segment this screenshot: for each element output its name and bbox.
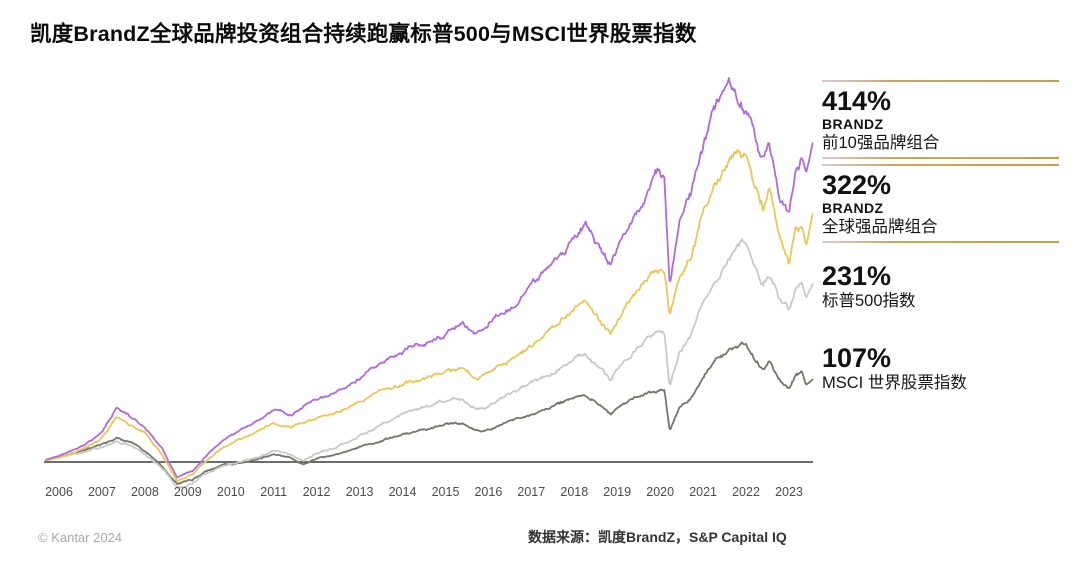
legend-item-0: 414% BRANDZ 前10强品牌组合: [822, 80, 1059, 159]
legend-series-brand: BRANDZ: [822, 116, 884, 132]
legend-series-brand: BRANDZ: [822, 200, 884, 216]
line-series-3: [45, 341, 814, 485]
x-tick-label: 2020: [646, 485, 674, 499]
x-tick-label: 2010: [217, 485, 245, 499]
gold-rule: [822, 164, 1059, 166]
x-tick-label: 2016: [474, 485, 502, 499]
legend: 414% BRANDZ 前10强品牌组合 322% BRANDZ 全球强品牌组合 231% 标…: [822, 80, 1059, 397]
x-tick-label: 2023: [775, 485, 803, 499]
x-axis-tick-labels: 2006 2007 2008 2009 2010 2011 2012 2013 2014 2015…: [45, 485, 803, 499]
legend-value: 414%: [822, 86, 892, 116]
x-tick-label: 2011: [260, 485, 287, 499]
x-tick-label: 2015: [432, 485, 460, 499]
line-series-1: [45, 149, 814, 482]
legend-item-2: 231% 标普500指数: [822, 257, 1059, 315]
line-series-0: [45, 77, 814, 479]
legend-series-name: 标普500指数: [822, 292, 916, 310]
x-tick-label: 2008: [131, 485, 159, 499]
x-tick-label: 2013: [346, 485, 374, 499]
x-tick-label: 2017: [517, 485, 545, 499]
legend-series-name: 全球强品牌组合: [822, 218, 938, 236]
x-tick-label: 2021: [689, 485, 717, 499]
legend-series-name: MSCI 世界股票指数: [822, 374, 967, 392]
x-tick-label: 2012: [303, 485, 331, 499]
data-source-note: 数据来源：凯度BrandZ，S&P Capital IQ: [528, 529, 787, 545]
legend-item-1: 322% BRANDZ 全球强品牌组合: [822, 164, 1059, 243]
line-series-2: [45, 238, 814, 489]
legend-value: 231%: [822, 261, 892, 291]
legend-value: 322%: [822, 170, 892, 200]
page-title: 凯度BrandZ全球品牌投资组合持续跑赢标普500与MSCI世界股票指数: [30, 22, 697, 46]
copyright-note: © Kantar 2024: [38, 530, 123, 545]
x-tick-label: 2014: [389, 485, 417, 499]
x-tick-label: 2019: [603, 485, 631, 499]
legend-item-3: 107% MSCI 世界股票指数: [822, 339, 1059, 397]
legend-value: 107%: [822, 343, 892, 373]
x-tick-label: 2006: [45, 485, 73, 499]
x-tick-label: 2018: [560, 485, 588, 499]
gold-rule: [822, 80, 1059, 82]
gold-rule: [822, 241, 1059, 243]
performance-line-chart: 2006 2007 2008 2009 2010 2011 2012 2013 2014 2015…: [44, 77, 814, 499]
legend-series-name: 前10强品牌组合: [822, 134, 940, 152]
x-tick-label: 2022: [732, 485, 760, 499]
gold-rule: [822, 157, 1059, 159]
x-tick-label: 2007: [88, 485, 116, 499]
x-tick-label: 2009: [174, 485, 202, 499]
line-series-group: [45, 77, 814, 489]
